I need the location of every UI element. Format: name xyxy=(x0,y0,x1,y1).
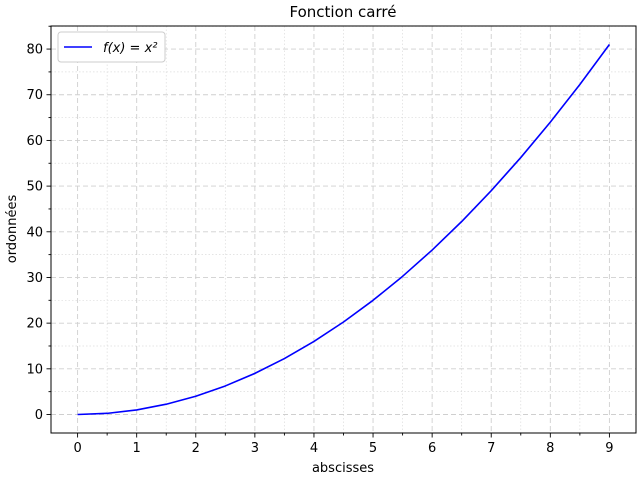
x-tick-label: 1 xyxy=(133,441,141,456)
x-axis-label: abscisses xyxy=(312,461,374,476)
legend: f(x) = x² xyxy=(57,31,166,63)
y-tick-label: 70 xyxy=(26,88,43,103)
x-tick-label: 4 xyxy=(310,441,318,456)
series-layer xyxy=(77,44,611,416)
x-tick-label: 5 xyxy=(369,441,377,456)
x-tick-label: 0 xyxy=(73,441,81,456)
x-tick-label: 2 xyxy=(192,441,200,456)
x-tick-label: 8 xyxy=(546,441,554,456)
x-tick-label: 6 xyxy=(428,441,436,456)
y-tick-label: 10 xyxy=(26,362,43,377)
grid xyxy=(51,25,636,433)
y-tick-label: 50 xyxy=(26,180,43,195)
y-tick-label: 80 xyxy=(26,43,43,58)
y-tick-label: 20 xyxy=(26,317,43,332)
y-tick-label: 30 xyxy=(26,271,43,286)
legend-box xyxy=(57,31,166,63)
x-tick-label: 3 xyxy=(251,441,259,456)
legend-label: f(x) = x² xyxy=(103,41,157,56)
x-tick-label: 7 xyxy=(487,441,495,456)
series-line xyxy=(77,44,611,416)
y-tick-label: 40 xyxy=(26,225,43,240)
y-tick-label: 0 xyxy=(35,408,43,423)
x-tick-label: 9 xyxy=(605,441,613,456)
y-tick-label: 60 xyxy=(26,134,43,149)
y-axis-label: ordonnées xyxy=(5,195,20,264)
ticks: 0 1 2 3 4 5 6 7 8 9 0 10 20 30 40 50 60 70 80 xyxy=(26,25,614,456)
chart-title: Fonction carré xyxy=(290,3,397,21)
